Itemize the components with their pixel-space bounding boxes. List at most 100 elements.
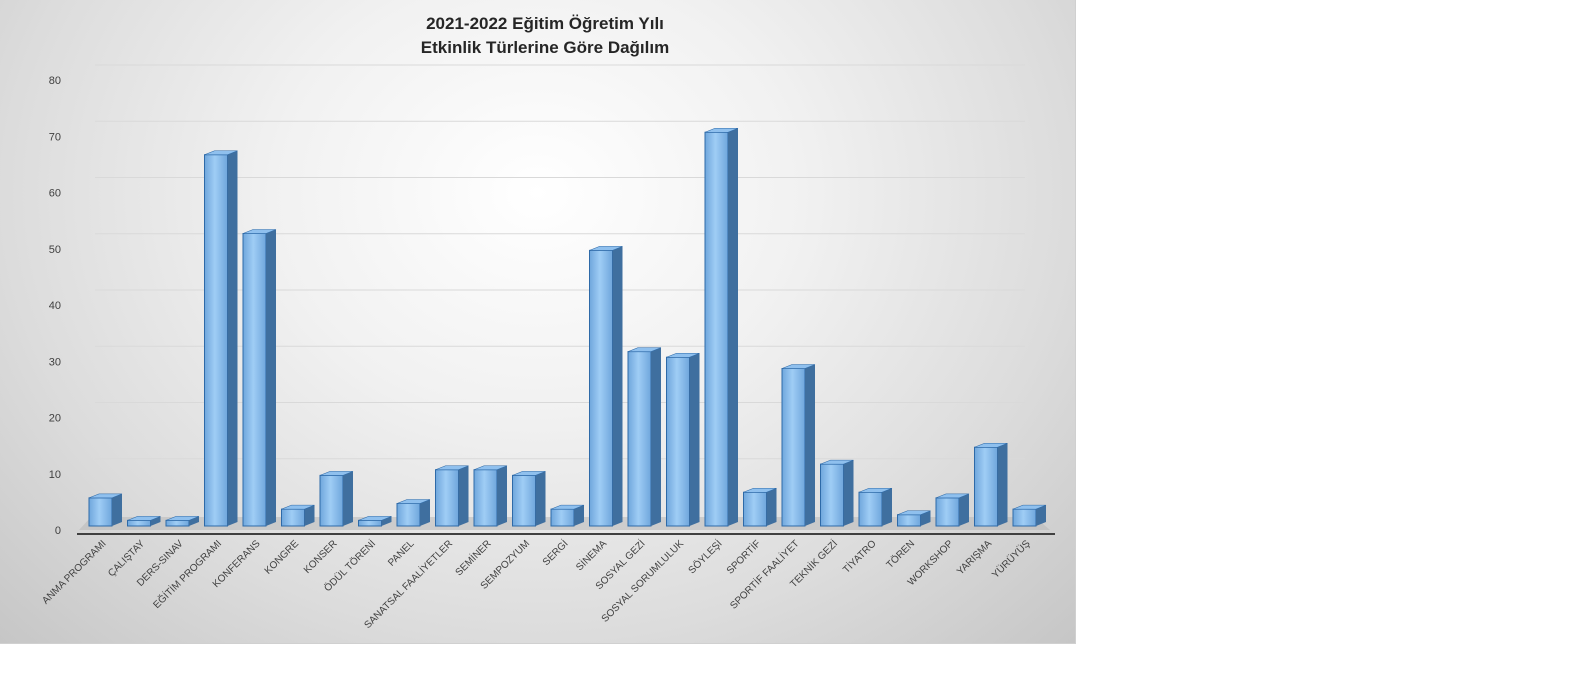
bar-front [242,233,267,527]
bar [820,459,854,527]
bar-top [435,465,469,471]
x-tick-label: KONGRE [263,538,302,577]
x-tick-label: EĞİTİM PROGRAMI [150,537,224,611]
bar-side [497,465,507,526]
bar-top [127,516,161,521]
bar-side [882,488,892,526]
bar-front [550,508,575,527]
bar-top [473,465,508,471]
x-tick-label: ÇALIŞTAY [106,538,147,579]
bar-top [589,246,623,251]
bar [858,487,893,527]
x-tick-label: KONSER [302,538,340,576]
x-tick-label: YARIŞMA [955,538,994,577]
chart-subtitle: Etkinlik Türlerine Göre Dağılım [421,38,669,57]
bar [319,471,354,527]
bar [88,493,123,527]
x-tick-label: SİNEMA [573,537,610,574]
bar-top [781,364,816,369]
bar-top [512,471,546,476]
x-tick-label: PANEL [386,538,417,569]
bar [165,516,200,527]
x-tick-label: SÖYLEŞİ [685,537,724,576]
bar [1012,504,1047,527]
bar-side [112,493,122,526]
bar [666,352,700,527]
bar-side [227,150,238,526]
chart-title: 2021-2022 Eğitim Öğretim Yılı [426,14,664,33]
bar [743,487,777,527]
bar-front [820,463,844,527]
bar-front [666,356,690,527]
x-tick-label: SERGİ [539,537,570,568]
y-tick-label: 0 [55,525,61,537]
bar-top [165,516,200,521]
x-tick-label: TÖREN [884,538,917,571]
bar-top [627,347,662,352]
chart-area: 0 10 20 30 40 50 60 70 80 ANMA PROGRAMI ÇALIŞTAY D… [0,0,1076,644]
bar-front [627,351,652,527]
x-tick-label: SEMİNER [452,537,493,578]
bar-front [858,491,883,527]
bar-side [805,364,815,526]
bar-side [150,516,161,526]
bar-side [843,460,854,526]
bar [974,442,1008,527]
y-tick-label: 30 [49,356,61,368]
bar-front [358,519,382,527]
x-tick-label: TİYATRO [840,537,879,576]
bar-side [728,128,738,526]
bar-front [743,491,767,527]
bar-side [574,505,584,526]
bar-front [1012,508,1037,527]
bar-chart: 0 10 20 30 40 50 60 70 80 ANMA PROGRAMIÇALIŞTAYD… [40,14,1055,631]
bar-front [589,249,613,527]
bar-top [666,352,700,358]
bar-front [165,519,190,527]
bar-top [897,510,931,516]
bar-side [689,353,700,526]
x-tick-label: ANMA PROGRAMI [40,538,108,606]
bar [589,246,623,527]
y-tick-label: 40 [49,300,61,312]
bar [704,127,739,527]
bar-top [820,459,854,465]
bar-side [997,443,1008,526]
bar-front [897,514,921,527]
x-tick-label: SPORTİF FAALİYET [727,537,802,612]
bar-front [127,519,151,527]
bar [550,504,585,527]
bar-front [396,503,421,527]
bar-front [88,497,113,527]
bar [204,150,238,527]
bar-front [512,474,536,527]
bar [512,471,546,527]
bar-side [959,493,969,526]
bar-front [319,474,344,527]
bar-side [1036,505,1046,526]
bar [473,465,508,527]
y-tick-label: 50 [49,244,61,256]
bar-side [612,246,623,526]
bar-front [204,154,228,527]
bar-side [189,516,199,526]
bar [935,493,970,527]
y-tick-label: 10 [49,469,61,481]
bar-side [535,471,546,526]
bar-side [420,499,430,526]
x-tick-label: SOSYAL SORUMLULUK [600,538,687,625]
bar-side [651,347,661,526]
bar-top [396,499,431,504]
bar-front [473,469,498,527]
bar-front [281,508,305,527]
y-tick-label: 60 [49,188,61,200]
bar-front [704,131,729,527]
bar-side [266,229,276,526]
bar [242,229,277,527]
y-axis-ticks: 0 10 20 30 40 50 60 70 80 [49,75,61,537]
x-tick-label: YÜRÜYÜŞ [990,537,1033,580]
bar-top [858,487,893,493]
bar-top [88,493,123,499]
bar-top [281,504,315,510]
